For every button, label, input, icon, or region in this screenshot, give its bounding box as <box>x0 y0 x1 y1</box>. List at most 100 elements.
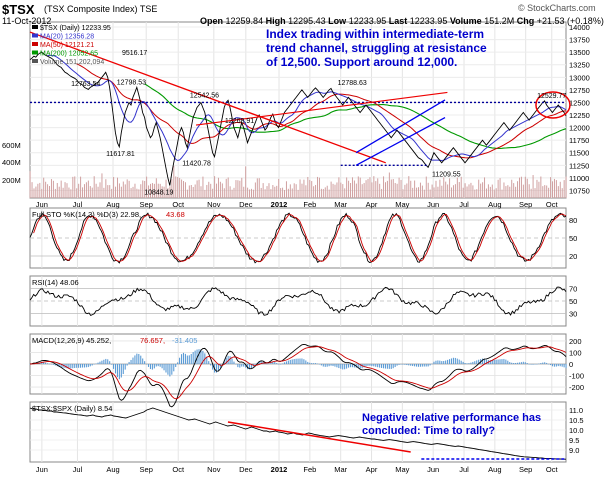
macd-histogram-bar <box>182 352 185 364</box>
macd-histogram-bar <box>266 363 268 365</box>
macd-histogram-bar <box>223 360 225 364</box>
macd-histogram-bar <box>278 364 280 365</box>
volume-bar <box>233 187 235 198</box>
volume-bar <box>272 185 274 198</box>
x-tick-label-bottom: Feb <box>303 465 316 474</box>
macd-histogram-bar <box>542 362 544 364</box>
macd-histogram-bar <box>99 361 101 364</box>
macd-histogram-bar <box>116 364 118 378</box>
x-tick-label-bottom: Sep <box>140 465 153 474</box>
macd-histogram-bar <box>118 364 120 380</box>
volume-tick-label: 400M <box>2 158 21 167</box>
ratio-ytick-label: 11.0 <box>569 406 583 415</box>
macd-histogram-bar <box>309 362 311 364</box>
macd-histogram-bar <box>548 363 550 365</box>
volume-bar <box>416 187 418 198</box>
macd-histogram-bar <box>551 364 554 367</box>
volume-bar <box>511 179 513 198</box>
volume-bar <box>458 182 460 198</box>
volume-bar <box>377 178 379 198</box>
macd-histogram-bar <box>513 363 515 364</box>
macd-histogram-bar <box>134 355 136 364</box>
macd-histogram-bar <box>388 364 390 369</box>
macd-histogram-bar <box>441 361 443 364</box>
volume-bar <box>58 186 60 198</box>
volume-bar <box>443 177 445 198</box>
volume-bar <box>132 186 134 198</box>
volume-bar <box>169 186 171 198</box>
sto-k-line <box>29 212 567 264</box>
macd-histogram-bar <box>206 356 208 364</box>
volume-bar <box>414 180 416 198</box>
macd-histogram-bar <box>491 360 493 364</box>
volume-bar <box>412 187 414 198</box>
volume-bar <box>245 166 247 198</box>
volume-bar <box>85 182 87 198</box>
volume-bar <box>373 176 375 198</box>
macd-histogram-bar <box>375 364 377 367</box>
volume-bar <box>33 188 35 198</box>
macd-histogram-bar <box>68 364 70 369</box>
volume-bar <box>254 182 256 198</box>
macd-histogram-bar <box>349 364 352 368</box>
rsi-line <box>29 286 567 316</box>
x-tick-label-top: Dec <box>239 200 253 209</box>
volume-bar <box>548 187 550 198</box>
macd-histogram-bar <box>509 362 511 364</box>
macd-histogram-bar <box>497 359 499 364</box>
macd-histogram-bar <box>425 364 427 367</box>
macd-histogram-bar <box>177 362 179 364</box>
volume-bar <box>225 178 227 198</box>
volume-bar <box>47 184 49 198</box>
macd-histogram-bar <box>62 364 64 368</box>
channel-upper-line <box>355 99 446 154</box>
volume-bar <box>219 181 221 198</box>
volume-bar <box>544 185 546 198</box>
price-point-label: 11617.81 <box>106 151 135 158</box>
volume-bar <box>307 176 309 198</box>
price-annotation: Index trading within intermediate-term t… <box>266 27 487 69</box>
macd-histogram-bar <box>212 364 214 370</box>
macd-histogram-bar <box>400 364 402 365</box>
macd-histogram-bar <box>485 359 487 364</box>
volume-bar <box>495 188 497 198</box>
volume-tick-label: 600M <box>2 141 21 150</box>
panel-frame-price <box>29 21 567 199</box>
x-tick-label-bottom: 2012 <box>271 465 288 474</box>
macd-histogram-bar <box>559 364 561 367</box>
volume-bar <box>423 189 425 198</box>
macd-histogram-bar <box>250 364 252 369</box>
volume-bar <box>268 183 270 198</box>
volume-bar <box>175 176 177 198</box>
macd-histogram-bar <box>448 359 451 364</box>
x-tick-label-top: Oct <box>546 200 559 209</box>
macd-histogram-bar <box>241 364 243 367</box>
volume-bar <box>295 184 297 198</box>
volume-bar <box>441 185 443 198</box>
macd-histogram-bar <box>412 364 414 367</box>
volume-bar <box>89 186 91 198</box>
macd-histogram-bar <box>46 363 49 364</box>
ratio-ytick-label: 9.5 <box>569 436 579 445</box>
macd-histogram-bar <box>173 364 175 372</box>
macd-histogram-bar <box>83 364 85 368</box>
macd-histogram-bar <box>157 364 159 367</box>
macd-histogram-bar <box>289 359 291 364</box>
macd-histogram-bar <box>153 364 155 369</box>
volume-bar <box>70 189 72 198</box>
low-label: Low <box>328 16 347 26</box>
macd-histogram-bar <box>281 363 284 364</box>
volume-bar <box>429 189 431 198</box>
volume-bar <box>431 184 433 198</box>
volume-bar <box>449 178 451 198</box>
volume-bar <box>171 179 173 198</box>
volume-bar <box>487 184 489 198</box>
macd-histogram-bar <box>336 364 338 368</box>
macd-histogram-bar <box>382 364 385 369</box>
macd-histogram-bar <box>307 361 309 364</box>
ratio-ytick-label: 10.5 <box>569 416 584 425</box>
volume-bar <box>107 185 109 198</box>
volume-bar <box>239 180 241 198</box>
price-point-label: 12268.91 <box>225 118 254 125</box>
macd-histogram-bar <box>210 364 212 366</box>
